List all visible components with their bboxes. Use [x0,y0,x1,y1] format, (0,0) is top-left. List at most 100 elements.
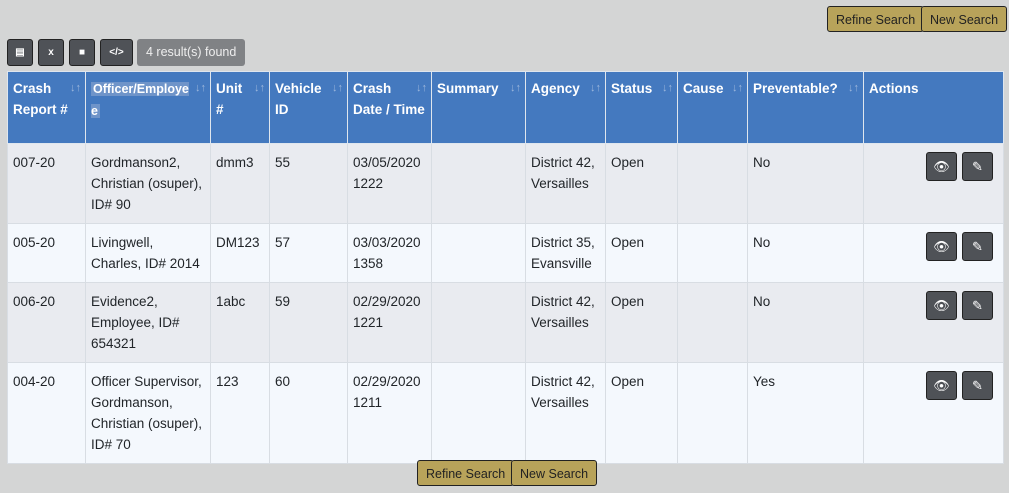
sort-icon[interactable]: ↓↑ [254,82,265,94]
table-cell: 006-20 [7,282,86,363]
table-cell [677,362,748,464]
actions-cell: 👁 ✎ [863,282,1004,363]
column-header-label: Cause [683,81,724,96]
table-cell [677,282,748,363]
sort-icon[interactable]: ↓↑ [332,82,343,94]
table-cell: District 42, Versailles [525,143,606,224]
export-pdf-button[interactable]: ▤ [7,39,33,66]
sort-icon[interactable]: ↓↑ [195,82,206,94]
table-cell: Yes [747,362,864,464]
table-row: 006-20 Evidence2, Employee, ID# 654321 1ab… [7,282,1004,363]
export-excel-button[interactable]: x [38,39,64,66]
table-cell: 03/05/2020 1222 [347,143,432,224]
edit-button[interactable]: ✎ [962,371,993,400]
table-row: 007-20 Gordmanson2, Christian (osuper), I… [7,143,1004,224]
edit-button[interactable]: ✎ [962,232,993,261]
table-cell [431,223,526,283]
pdf-icon: ▤ [15,47,25,58]
table-cell: District 42, Versailles [525,282,606,363]
table-cell: 007-20 [7,143,86,224]
table-cell: No [747,282,864,363]
column-header-label: Actions [869,81,919,96]
sort-icon[interactable]: ↓↑ [848,82,859,94]
column-header-label: Preventable? [753,81,838,96]
results-table: ↓↑ Crash Report # ↓↑ Officer/Employee ↓↑ Unit… [7,71,1004,464]
table-cell: 005-20 [7,223,86,283]
table-cell: Open [605,143,678,224]
excel-icon: x [48,47,54,58]
sort-icon[interactable]: ↓↑ [590,82,601,94]
table-cell: Livingwell, Charles, ID# 2014 [85,223,211,283]
column-header[interactable]: ↓↑ Crash Date / Time [347,71,432,144]
table-cell: Open [605,282,678,363]
table-cell [677,223,748,283]
column-header-label: Vehicle ID [275,81,322,117]
eye-icon: 👁 [933,298,950,313]
table-cell: Gordmanson2, Christian (osuper), ID# 90 [85,143,211,224]
view-button[interactable]: 👁 [926,152,957,181]
column-header-label: Agency [531,81,580,96]
eye-icon: 👁 [933,239,950,254]
column-header-label: Unit # [216,81,243,117]
table-cell: 123 [210,362,270,464]
sort-icon[interactable]: ↓↑ [70,82,81,94]
column-header-label: Summary [437,81,499,96]
table-cell: 60 [269,362,348,464]
table-cell: 1abc [210,282,270,363]
edit-icon: ✎ [972,239,983,254]
result-count: 4 result(s) found [137,39,246,66]
edit-icon: ✎ [972,298,983,313]
view-button[interactable]: 👁 [926,371,957,400]
table-cell: No [747,223,864,283]
edit-button[interactable]: ✎ [962,291,993,320]
refine-search-button-bottom[interactable]: Refine Search [417,460,515,486]
eye-icon: 👁 [933,159,950,174]
table-cell: 55 [269,143,348,224]
export-file-button[interactable]: ■ [69,39,95,66]
column-header[interactable]: ↓↑ Agency [525,71,606,144]
export-code-button[interactable]: </> [100,39,133,66]
column-header-label: Crash Report # [13,81,68,117]
table-cell: Officer Supervisor, Gordmanson, Christia… [85,362,211,464]
column-header-label: Officer/Employee [91,82,189,118]
edit-icon: ✎ [972,159,983,174]
sort-icon[interactable]: ↓↑ [510,82,521,94]
column-header[interactable]: ↓↑ Unit # [210,71,270,144]
actions-cell: 👁 ✎ [863,223,1004,283]
new-search-button-top[interactable]: New Search [921,6,1008,32]
table-cell [677,143,748,224]
column-header: Actions [863,71,1004,144]
column-header-label: Status [611,81,653,96]
table-cell [431,282,526,363]
table-cell: 02/29/2020 1211 [347,362,432,464]
column-header[interactable]: ↓↑ Cause [677,71,748,144]
column-header[interactable]: ↓↑ Officer/Employee [85,71,211,144]
column-header[interactable]: ↓↑ Status [605,71,678,144]
table-row: 005-20 Livingwell, Charles, ID# 2014 DM123… [7,223,1004,283]
column-header[interactable]: ↓↑ Preventable? [747,71,864,144]
column-header[interactable]: ↓↑ Crash Report # [7,71,86,144]
table-cell: 57 [269,223,348,283]
edit-icon: ✎ [972,378,983,393]
table-cell: Evidence2, Employee, ID# 654321 [85,282,211,363]
new-search-button-bottom[interactable]: New Search [511,460,598,486]
column-header-label: Crash Date / Time [353,81,425,117]
table-cell: 03/03/2020 1358 [347,223,432,283]
table-cell: 004-20 [7,362,86,464]
view-button[interactable]: 👁 [926,232,957,261]
table-cell: No [747,143,864,224]
table-cell [431,143,526,224]
eye-icon: 👁 [933,378,950,393]
column-header[interactable]: ↓↑ Summary [431,71,526,144]
sort-icon[interactable]: ↓↑ [732,82,743,94]
edit-button[interactable]: ✎ [962,152,993,181]
view-button[interactable]: 👁 [926,291,957,320]
table-cell: District 35, Evansville [525,223,606,283]
refine-search-button-top[interactable]: Refine Search [827,6,925,32]
file-icon: ■ [78,47,86,58]
sort-icon[interactable]: ↓↑ [416,82,427,94]
code-icon: </> [109,47,124,58]
sort-icon[interactable]: ↓↑ [662,82,673,94]
table-cell: dmm3 [210,143,270,224]
column-header[interactable]: ↓↑ Vehicle ID [269,71,348,144]
